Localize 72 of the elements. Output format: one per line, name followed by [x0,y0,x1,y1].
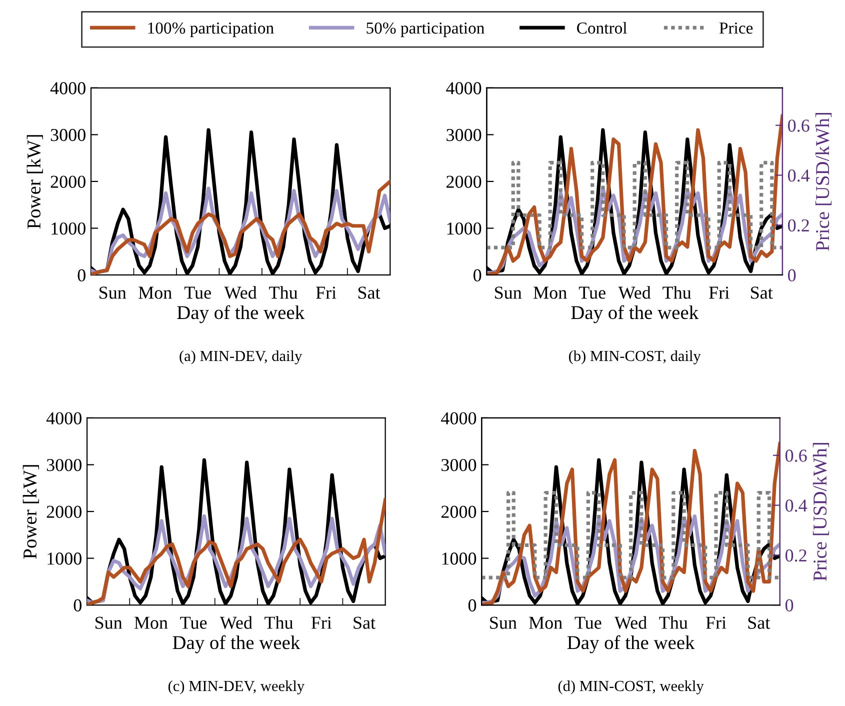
x-tick-label: Sun [100,286,126,299]
y-tick-label: 4000 [441,412,476,424]
y2-axis-title: Price [USD/kWh] [812,443,830,581]
y2-tick-label: 0.2 [788,219,809,232]
x-axis-title: Day of the week [172,635,300,654]
text: (a) MIN-DEV, daily [180,350,302,364]
y2-axis-title: Price [USD/kWh] [815,112,832,251]
y-tick-label: 3000 [46,458,82,472]
x-tick-label: Thu [659,616,688,629]
y-tick-label: 1000 [447,222,482,235]
x-tick-label: Fri [709,286,730,299]
x-tick-label: Wed [220,616,252,629]
y-tick-label: 3000 [446,128,482,142]
y2-tick-label: 0.6 [788,120,810,132]
legend-label: Price [719,22,753,34]
x-tick-label: Sun [490,616,517,629]
x-tick-label: Sat [751,286,773,299]
x-tick-label: Fri [311,616,332,629]
text: (d) MIN-COST, weekly [558,680,704,694]
y2-tick-label: 0.4 [788,169,810,182]
y-tick-label: 0 [468,599,476,612]
y2-tick-label: 0.4 [785,500,808,512]
x-tick-label: Sat [358,286,380,299]
x-axis-title: Day of the week [567,635,695,654]
y-tick-label: 2000 [441,506,476,518]
x-tick-label: Sun [96,616,122,629]
y-tick-label: 1000 [442,552,476,565]
y-axis-title: Power [kW] [26,135,43,229]
y-tick-label: 4000 [50,82,86,94]
y-tick-label: 4000 [46,412,82,424]
y-tick-label: 2000 [50,176,86,188]
y-tick-label: 1000 [48,552,82,565]
x-tick-label: Tue [578,286,606,299]
legend-label: 50% participation [366,22,484,38]
y-tick-label: 3000 [50,128,86,142]
x-tick-label: Mon [138,286,172,299]
x-tick-label: Mon [534,286,567,299]
y-axis-title: Power [kW] [22,465,39,559]
x-tick-label: Tue [180,616,207,629]
x-tick-label: Tue [574,616,602,629]
x-tick-label: Sun [495,286,522,299]
x-tick-label: Mon [529,616,562,629]
x-tick-label: Sat [354,616,376,629]
y-tick-label: 4000 [446,82,482,94]
y2-tick-label: 0 [788,269,796,282]
x-axis-title: Day of the week [177,305,305,324]
x-tick-label: Fri [316,286,336,299]
y-tick-label: 0 [474,269,482,282]
x-tick-label: Fri [706,616,726,629]
x-tick-label: Thu [662,286,692,299]
y-tick-label: 1000 [52,222,86,235]
x-tick-label: Mon [134,616,168,629]
text: (b) MIN-COST, daily [568,350,701,364]
y-tick-label: 2000 [46,506,82,518]
x-axis-title: Day of the week [571,305,699,324]
x-tick-label: Wed [614,616,647,629]
y-tick-label: 2000 [446,176,482,188]
x-tick-label: Thu [264,616,294,629]
text: (c) MIN-DEV, weekly [168,680,304,694]
y2-tick-label: 0 [785,599,794,612]
x-tick-label: Sat [748,616,770,629]
legend-label: Control [577,22,627,34]
x-tick-label: Thu [269,286,298,299]
x-tick-label: Wed [618,286,651,299]
y2-tick-label: 0.6 [785,450,807,462]
legend-label: 100% participation [148,22,274,38]
y-tick-label: 3000 [442,458,476,472]
y-tick-label: 0 [74,599,82,612]
y-tick-label: 0 [78,269,86,282]
x-tick-label: Tue [184,286,211,299]
x-tick-label: Wed [224,286,257,299]
y2-tick-label: 0.2 [785,549,806,562]
